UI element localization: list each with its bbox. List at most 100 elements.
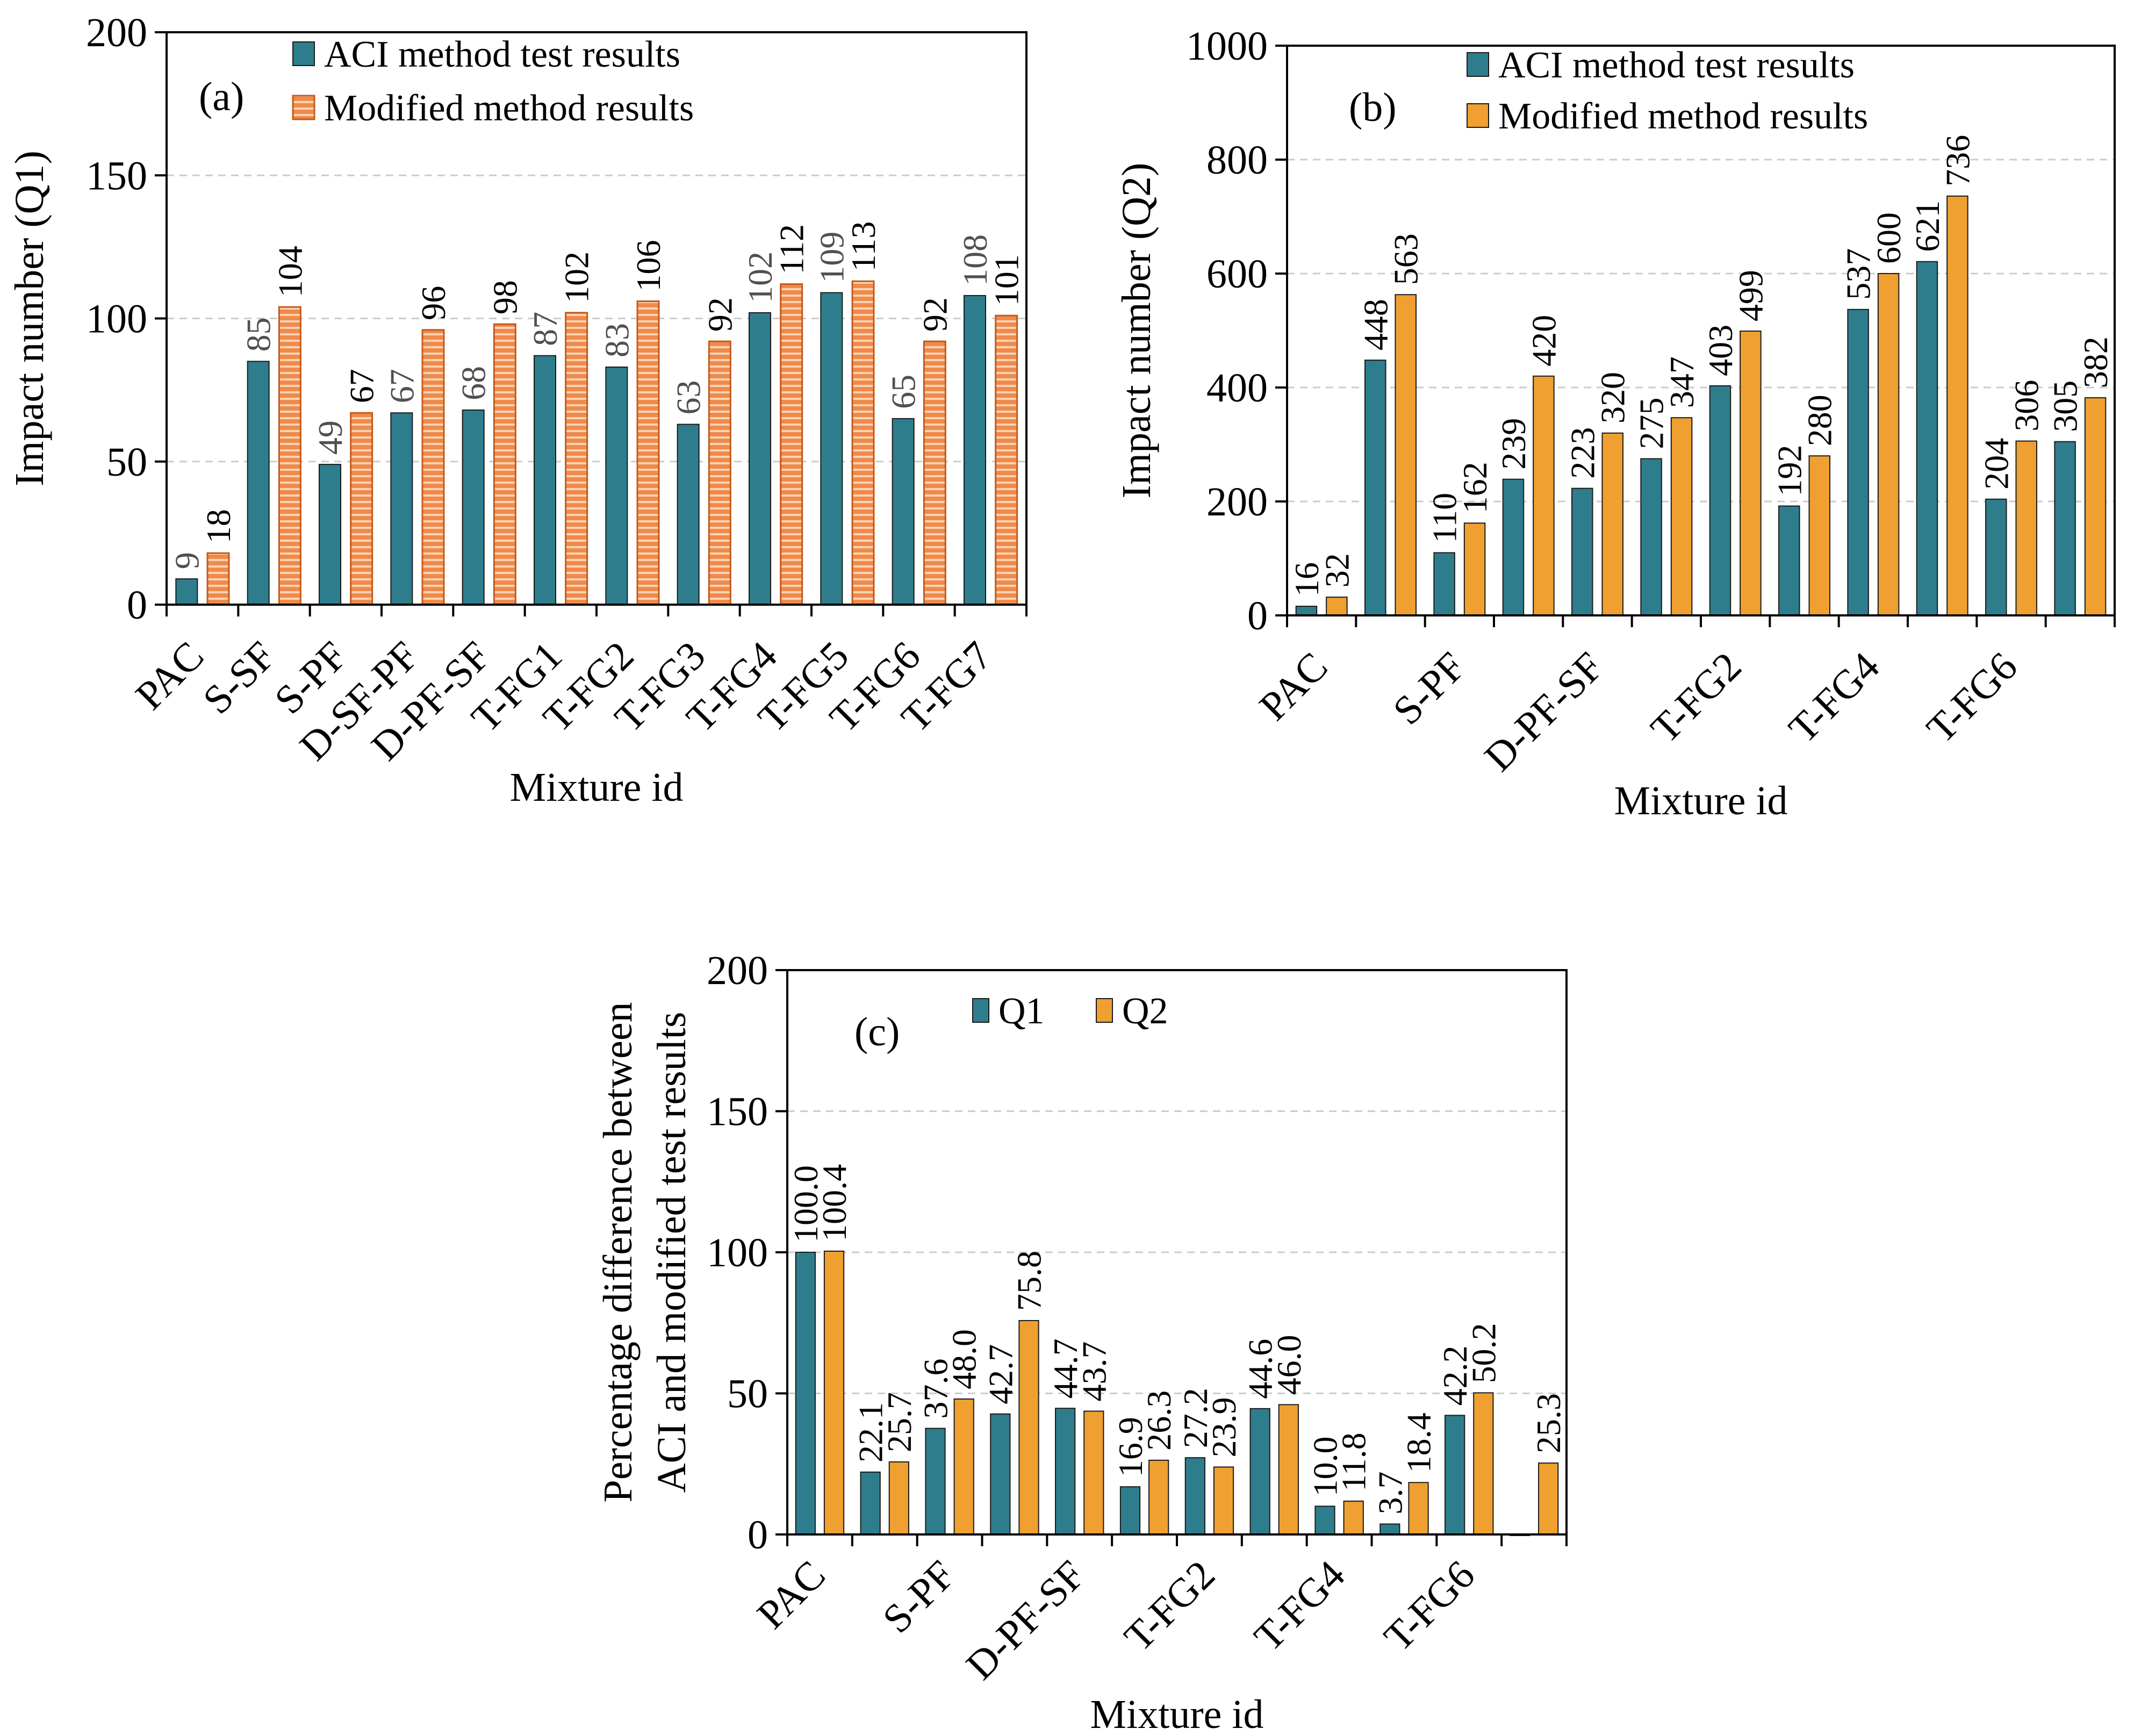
- y-tick-label: 800: [1206, 138, 1268, 183]
- bar-aci-method-test-results-t-fg5: [1916, 261, 1938, 616]
- bar-modified-method-results-t-fg1: [1670, 417, 1693, 616]
- bar-modified-method-results-d-sf-pf: [1533, 375, 1555, 616]
- x-axis-label: Mixture id: [1614, 778, 1788, 823]
- x-category-label: D-PF-SF: [1476, 644, 1612, 780]
- bar-aci-method-test-results-t-fg7: [2054, 441, 2076, 616]
- bar-q2-t-fg7: [1538, 1462, 1559, 1536]
- data-label: 25.3: [1529, 1393, 1568, 1453]
- y-axis-label: Impact number (Q1): [7, 150, 52, 486]
- data-label: 102: [558, 252, 596, 303]
- data-label: 109: [813, 232, 851, 283]
- bar-aci-method-test-results-s-sf: [247, 361, 270, 605]
- bar-modified-method-results-t-fg4: [1877, 273, 1900, 616]
- data-label: 67: [343, 369, 381, 403]
- bar-q1-t-fg4: [1314, 1505, 1335, 1535]
- data-label: 44.6: [1241, 1339, 1280, 1399]
- legend-swatch: [292, 41, 315, 66]
- y-tick-label: 600: [1206, 252, 1268, 297]
- bar-aci-method-test-results-d-sf-pf: [390, 412, 413, 605]
- bar-aci-method-test-results-t-fg4: [749, 312, 771, 605]
- data-label: 46.0: [1270, 1335, 1308, 1395]
- x-category-label: T-FG2: [1642, 644, 1750, 752]
- panel-a-chart: 0 50 100 150 200 9 85 49 67 68 87 83 63 102 109 65 108 18…: [7, 10, 1028, 810]
- y-tick-label: 1000: [1186, 24, 1268, 69]
- x-axis-label: Mixture id: [1090, 1692, 1264, 1736]
- bar-q1-s-sf: [860, 1471, 881, 1536]
- data-label: 3.7: [1371, 1472, 1409, 1515]
- y-tick-label: 200: [1206, 479, 1268, 525]
- bar-aci-method-test-results-t-fg2: [605, 367, 628, 606]
- data-label: 49: [311, 420, 349, 455]
- y-axis-label: Impact number (Q2): [1114, 163, 1159, 499]
- data-label: 27.2: [1176, 1388, 1215, 1448]
- y-tick-label: 200: [707, 948, 768, 993]
- x-category-label: S-PF: [1384, 644, 1474, 734]
- bar-q1-t-fg6: [1445, 1415, 1465, 1535]
- data-label: 537: [1840, 248, 1878, 300]
- data-label: 280: [1801, 394, 1839, 446]
- data-label: 499: [1731, 270, 1770, 321]
- x-category-label: S-SF: [195, 633, 284, 723]
- data-label: 96: [414, 286, 452, 320]
- data-label: 563: [1387, 233, 1425, 285]
- data-label: 162: [1456, 462, 1494, 513]
- panel-letter: (c): [854, 1009, 900, 1054]
- bar-modified-method-results-t-fg3: [1808, 455, 1830, 616]
- legend-label: Modified method results: [1498, 96, 1868, 137]
- bar-modified-method-results-pac: [1326, 597, 1348, 616]
- legend-swatch: [1467, 52, 1489, 77]
- bar-q2-t-fg4: [1343, 1501, 1364, 1536]
- bar-aci-method-test-results-d-sf-pf: [1502, 478, 1525, 616]
- data-label: 10.0: [1306, 1437, 1345, 1497]
- bar-aci-method-test-results-d-pf-sf: [1571, 487, 1593, 616]
- data-label: 92: [916, 297, 954, 332]
- bar-q1-s-pf: [925, 1427, 946, 1536]
- bar-aci-method-test-results-s-pf: [319, 464, 341, 605]
- bar-modified-method-results-s-pf: [350, 412, 373, 606]
- y-tick-label: 400: [1206, 365, 1268, 411]
- bar-modified-method-results-t-fg5: [1946, 195, 1968, 616]
- bar-aci-method-test-results-s-sf: [1364, 360, 1386, 616]
- data-label: 600: [1870, 212, 1908, 264]
- data-label: 37.6: [917, 1359, 955, 1419]
- y-tick-label: 200: [86, 10, 147, 55]
- bar-modified-method-results-t-fg2: [636, 300, 660, 606]
- y-tick-label: 0: [748, 1512, 768, 1558]
- bar-q2-d-pf-sf: [1083, 1410, 1104, 1535]
- y-tick-label: 0: [127, 583, 147, 628]
- bar-q1-pac: [795, 1252, 816, 1535]
- y-tick-label: 100: [707, 1230, 768, 1275]
- data-label: 113: [844, 221, 882, 272]
- x-category-label: D-PF-SF: [958, 1552, 1094, 1689]
- data-label: 16.9: [1111, 1417, 1149, 1477]
- data-label: 621: [1908, 200, 1946, 252]
- bar-modified-method-results-pac: [206, 552, 230, 606]
- bar-aci-method-test-results-t-fg1: [1640, 458, 1662, 616]
- legend-label: Modified method results: [324, 88, 694, 129]
- data-label: 420: [1525, 315, 1563, 367]
- data-label: 44.7: [1046, 1338, 1084, 1398]
- data-label: 382: [2076, 336, 2115, 388]
- plot-frame: [166, 31, 1028, 606]
- data-label: 448: [1356, 299, 1395, 350]
- bar-modified-method-results-t-fg6: [923, 340, 946, 606]
- data-label: 18.4: [1400, 1412, 1438, 1473]
- data-label: 108: [956, 234, 994, 286]
- data-label: 63: [670, 381, 708, 415]
- data-label: 100.4: [815, 1164, 853, 1242]
- bar-aci-method-test-results-t-fg6: [892, 418, 915, 605]
- data-label: 305: [2046, 381, 2085, 432]
- bar-q2-t-fg6: [1473, 1392, 1494, 1535]
- y-axis-label: ACI and modified test results: [649, 1012, 694, 1493]
- data-label: 736: [1938, 135, 1977, 186]
- bar-q1-t-fg3: [1249, 1408, 1270, 1536]
- data-label: 87: [526, 312, 564, 346]
- y-tick-label: 100: [86, 297, 147, 342]
- data-label: 42.7: [981, 1344, 1019, 1404]
- bar-q2-t-fg2: [1213, 1466, 1234, 1535]
- bar-aci-method-test-results-t-fg4: [1847, 309, 1869, 616]
- panel-letter: (a): [199, 74, 244, 119]
- data-label: 92: [701, 297, 739, 332]
- x-category-label: T-FG6: [1376, 1552, 1484, 1660]
- bar-modified-method-results-d-pf-sf: [1601, 432, 1623, 616]
